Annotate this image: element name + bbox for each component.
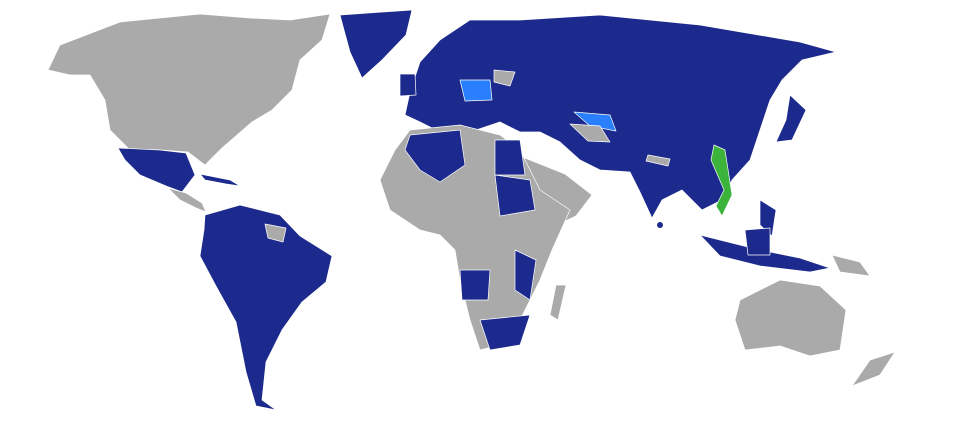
- region-eurasia: [404, 14, 837, 219]
- region-mozambique: [514, 249, 537, 301]
- region-south-africa: [479, 314, 531, 351]
- region-cuba: [199, 173, 241, 187]
- region-vietnam: [710, 144, 733, 217]
- region-sudan: [494, 174, 536, 217]
- region-uzbekistan: [573, 111, 617, 132]
- region-north-america: [47, 13, 331, 166]
- region-guianas: [264, 223, 287, 243]
- region-madagascar: [549, 284, 567, 321]
- region-mexico: [117, 147, 196, 193]
- region-egypt: [494, 139, 526, 176]
- region-turkmenistan: [569, 123, 611, 143]
- region-new-zealand: [851, 351, 896, 387]
- region-africa: [379, 124, 571, 351]
- region-papua: [831, 254, 871, 277]
- region-australia: [734, 279, 847, 357]
- region-philippines: [759, 199, 777, 237]
- region-north-africa: [404, 129, 466, 183]
- region-poland: [459, 79, 493, 102]
- region-nepal: [645, 154, 671, 167]
- region-greenland: [339, 9, 413, 79]
- region-japan: [775, 94, 807, 143]
- region-belarus: [493, 69, 516, 87]
- region-angola: [459, 269, 491, 301]
- region-central-america: [167, 187, 207, 213]
- region-sri-lanka: [657, 222, 663, 228]
- region-south-america: [199, 204, 333, 411]
- region-borneo: [744, 227, 771, 256]
- region-uk: [399, 73, 417, 97]
